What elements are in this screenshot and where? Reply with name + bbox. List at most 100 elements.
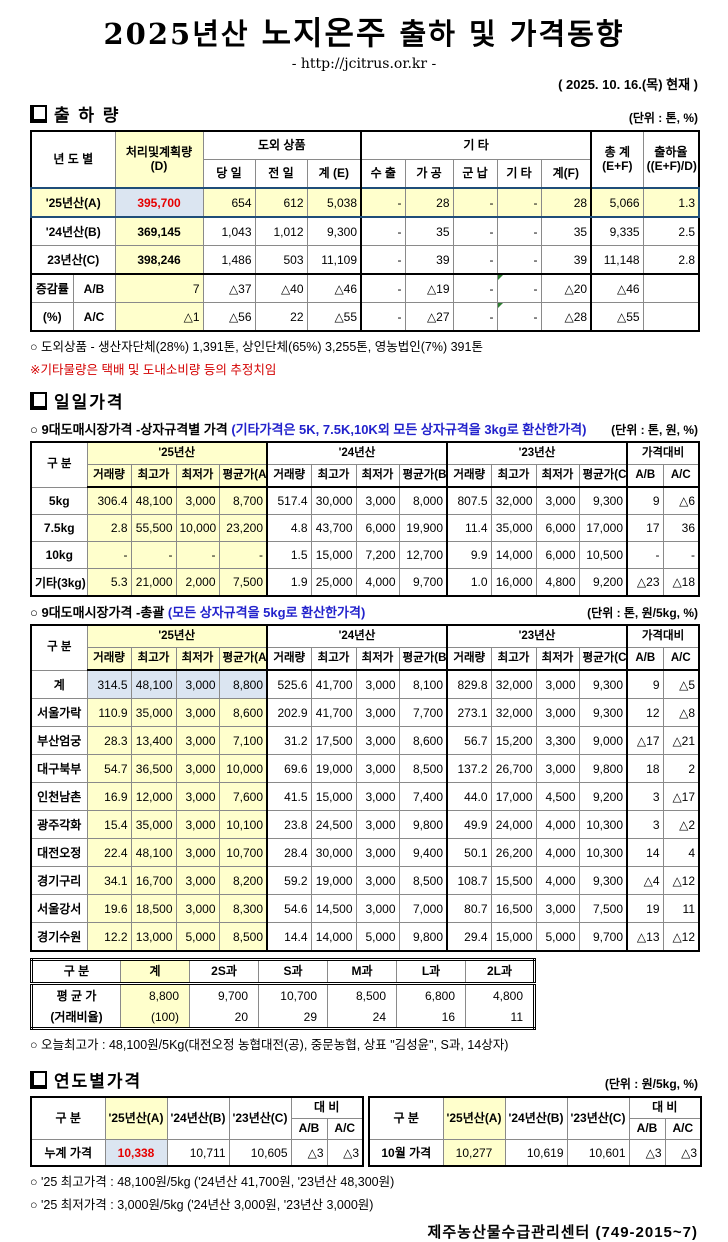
cell: 대 비 <box>290 1096 364 1119</box>
cell: 3,000 <box>535 754 580 783</box>
cell: 1.9 <box>266 568 312 597</box>
cell: 9,300 <box>578 486 628 515</box>
yearly-october-table: 구 분 '25년산(A) '24년산(B) '23년산(C) 대 비 A/B A/… <box>368 1096 703 1167</box>
cell: 69.6 <box>266 754 312 783</box>
shipment-note-etc: ※기타물량은 택배 및 도내소비량 등의 추정치임 <box>30 363 277 377</box>
cell: - <box>452 273 498 303</box>
cell: 8,800 <box>120 983 190 1006</box>
cell: 8,500 <box>218 922 268 952</box>
cell: L과 <box>396 959 466 985</box>
yearly-section-header: 연도별가격 (단위 : 원/5kg, %) <box>30 1067 698 1092</box>
cell: - <box>496 216 542 246</box>
cell: 증감률 <box>30 273 74 303</box>
cell: 전 일 <box>254 159 308 189</box>
cell: - <box>452 302 498 332</box>
cell: 10,300 <box>578 810 628 839</box>
cell: △37 <box>202 273 256 303</box>
cell: △12 <box>662 922 700 952</box>
cell: 56.7 <box>446 726 492 755</box>
cell: 5,066 <box>590 187 644 218</box>
cell: 7,100 <box>218 726 268 755</box>
cell: 5kg <box>30 486 88 515</box>
cell: 3,000 <box>175 669 220 699</box>
cell: A/B <box>628 1118 666 1140</box>
cell: △40 <box>254 273 308 303</box>
table-row: 평 균 가 8,800 9,700 10,700 8,500 6,800 4,800 <box>31 983 535 1006</box>
cell: - <box>175 541 220 569</box>
cell: 39 <box>540 245 592 275</box>
cell: 12 <box>626 698 664 727</box>
cell: 3,000 <box>535 698 580 727</box>
cell: 12.2 <box>86 922 132 952</box>
cell: 28 <box>540 187 592 218</box>
cell: 17,000 <box>578 514 628 542</box>
element: 구 분 '25년산(A) '24년산(B) '23년산(C) 대 비 A/B A/… <box>30 1096 364 1140</box>
cell: 12,700 <box>398 541 448 569</box>
cell <box>642 302 700 332</box>
cell: 서울강서 <box>30 894 88 923</box>
cell: 평균가(A) <box>218 647 268 671</box>
cell: 8,700 <box>218 486 268 515</box>
element: 연도별가격 <box>54 1072 143 1091</box>
site-url[interactable]: - http://jcitrus.or.kr - <box>291 56 437 72</box>
cell: 15,000 <box>310 541 357 569</box>
cell: 3,000 <box>175 782 220 811</box>
cell: 3,000 <box>355 486 400 515</box>
element: 출 하 량 <box>54 106 121 125</box>
cell: 26,700 <box>490 754 537 783</box>
cell: 41,700 <box>310 698 357 727</box>
cell: 최저가 <box>535 647 580 671</box>
daily-heading: 일일가격 <box>30 388 125 413</box>
cell: 누계 가격 <box>30 1139 106 1167</box>
cell: 9,335 <box>590 216 644 246</box>
cell: 49.9 <box>446 810 492 839</box>
table-row: 구 분 '25년산(A) '24년산(B) '23년산(C) 대 비 <box>368 1096 702 1140</box>
cell: 4,000 <box>535 838 580 867</box>
element: '25년산(A) 395,700 654 612 5,038 -28- -28 5,06… <box>29 187 701 332</box>
cell: 35,000 <box>130 698 177 727</box>
cell: '24년산(B) <box>30 216 116 246</box>
cell: A/C <box>72 302 116 332</box>
cell: 29.4 <box>446 922 492 952</box>
cell: 8,600 <box>398 726 448 755</box>
cell: 계 <box>120 959 190 985</box>
table-row: 년 도 별 처리및계획량 (D) 도외 상품 기 타 총 계 (E+F) 출하율((… <box>30 131 700 189</box>
cell: 3,000 <box>175 726 220 755</box>
cell: 경기수원 <box>30 922 88 952</box>
table-row: 구 분 '25년산(A) '24년산(B) '23년산(C) 대 비 <box>30 1096 364 1140</box>
cell: 서울가락 <box>30 698 88 727</box>
cell: 9 <box>626 669 664 699</box>
cell: 최고가 <box>130 464 177 488</box>
square-bullet-icon <box>30 105 47 123</box>
cell: 24,000 <box>490 810 537 839</box>
cell: 8,000 <box>398 486 448 515</box>
cell: 369,145 <box>114 216 204 246</box>
cell: 17,000 <box>490 782 537 811</box>
cell: 8,100 <box>398 669 448 699</box>
cell: △18 <box>662 568 700 597</box>
cell: 4,800 <box>535 568 580 597</box>
cell: A/C <box>664 1118 702 1140</box>
element: ○ 9대도매시장가격 -상자규격별 가격 <box>30 422 228 437</box>
cell: - <box>496 273 542 303</box>
cell: △56 <box>202 302 256 332</box>
cell: 3,000 <box>175 486 220 515</box>
cell: 15.4 <box>86 810 132 839</box>
cell: 9,000 <box>578 726 628 755</box>
cell: 48,100 <box>130 486 177 515</box>
cell: - <box>496 245 542 275</box>
cell: 7,700 <box>398 698 448 727</box>
cell: 10,500 <box>578 541 628 569</box>
cell: 10,700 <box>258 983 328 1006</box>
cell: 44.0 <box>446 782 492 811</box>
cell: 11 <box>465 1006 535 1029</box>
cell: 54.6 <box>266 894 312 923</box>
cell: 최저가 <box>355 647 400 671</box>
today-high-note: ○ 오늘최고가 : 48,100원/5Kg(대전오정 농협대전(공), 중문농협… <box>30 1038 509 1052</box>
table-row: 구 분 계 2S과 S과 M과 L과 2L과 <box>31 959 535 985</box>
cell: 18 <box>626 754 664 783</box>
table-row: 기타(3kg) 5.3 21,000 2,000 7,500 1.9 25,000 4,000… <box>30 568 700 597</box>
cell: 구 분 <box>368 1096 444 1140</box>
cell: 5,000 <box>535 922 580 952</box>
